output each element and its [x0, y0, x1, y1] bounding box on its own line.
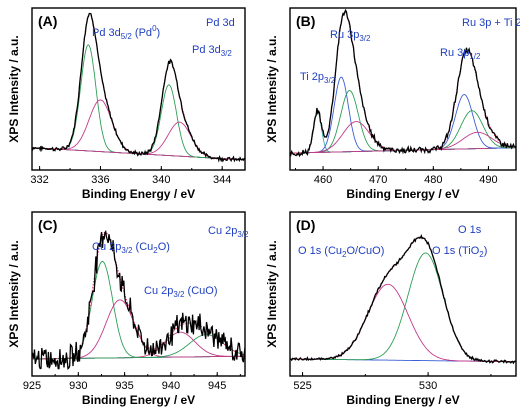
x-tick-label: 480 [424, 174, 442, 186]
x-tick-label: 490 [479, 174, 497, 186]
y-axis-label: XPS Intensity / a.u. [265, 35, 279, 142]
plot-frame [289, 7, 517, 171]
experimental-spectrum-line [289, 8, 517, 158]
x-tick-label: 530 [419, 380, 437, 392]
x-tick-label: 340 [152, 174, 170, 186]
x-axis-label: Binding Energy / eV [82, 393, 195, 407]
peak-annotation: Cu 2p3/2 (Cu2O) [92, 241, 170, 255]
panel-title: Pd 3d [206, 17, 235, 29]
y-axis-label: XPS Intensity / a.u. [7, 35, 21, 142]
panel-d: 530 525 Binding Energy / eV XPS Intensity /… [265, 211, 517, 407]
x-tick-label: 945 [208, 380, 226, 392]
x-tick-label: 940 [162, 380, 180, 392]
peak-annotation: Ru 3p3/2 [330, 29, 371, 43]
panel-letter: (B) [296, 13, 315, 29]
x-tick-label: 332 [30, 174, 48, 186]
x-tick-label: 525 [293, 380, 311, 392]
peak-annotation: Cu 2p3/2 (CuO) [144, 285, 217, 299]
x-tick-label: 336 [91, 174, 109, 186]
fit-component-line [290, 252, 516, 363]
x-axis-label: Binding Energy / eV [346, 187, 459, 201]
experimental-spectrum-line [31, 12, 246, 163]
fit-component-line [290, 283, 516, 363]
panel-letter: (C) [38, 217, 57, 233]
panel-b: 460 470 480 490 Binding Energy / eV XPS Inten… [265, 7, 520, 201]
experimental-spectrum-line [31, 229, 246, 370]
x-tick-label: 460 [314, 174, 332, 186]
peak-annotation: Pd 3d3/2 [192, 44, 232, 58]
x-tick-label: 930 [69, 380, 87, 392]
panel-a: 332 336 340 344 Binding Energy / eV XPS Inten… [7, 7, 246, 201]
x-tick-label: 925 [23, 380, 41, 392]
panel-c: 925 930 935 940 945 Binding Energy / eV XPS In… [7, 211, 249, 407]
panel-letter: (D) [296, 217, 315, 233]
x-axis-label: Binding Energy / eV [82, 187, 195, 201]
plot-frame [31, 7, 246, 171]
x-axis-label: Binding Energy / eV [346, 393, 459, 407]
x-tick-label: 344 [213, 174, 231, 186]
experimental-spectrum-line [290, 233, 517, 365]
peak-annotation: Pd 3d5/2 (Pd0) [92, 24, 160, 41]
panel-title: Ru 3p + Ti 2p [462, 17, 520, 29]
peak-annotation: O 1s (Cu2O/CuO) [298, 245, 384, 259]
peak-annotation: O 1s (TiO2) [432, 245, 487, 259]
x-tick-label: 470 [369, 174, 387, 186]
panel-title: O 1s [458, 224, 482, 236]
peak-annotation: Ru 3p1/2 [440, 47, 481, 61]
y-axis-label: XPS Intensity / a.u. [7, 240, 21, 347]
fit-component-line [32, 44, 245, 161]
x-tick-label: 935 [115, 380, 133, 392]
y-axis-label: XPS Intensity / a.u. [265, 240, 279, 347]
plot-frame [31, 211, 246, 377]
panel-title: Cu 2p3/2 [208, 225, 249, 239]
panel-letter: (A) [38, 13, 57, 29]
plot-frame [289, 211, 517, 377]
peak-annotation: Ti 2p3/2 [300, 71, 336, 85]
fit-component-line [32, 99, 245, 161]
